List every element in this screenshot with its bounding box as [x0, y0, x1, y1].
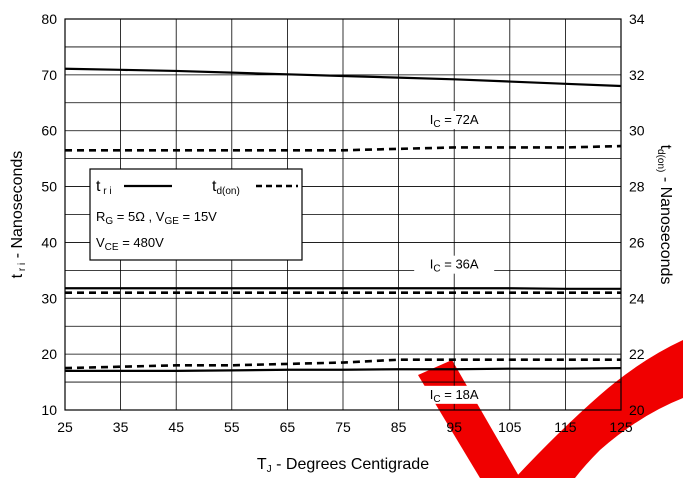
- y2-tick-label: 24: [629, 290, 645, 306]
- series-tri-line: [65, 287, 621, 290]
- x-tick-label: 55: [224, 419, 240, 435]
- legend-box: [89, 168, 303, 261]
- plot-frame: [64, 18, 622, 411]
- y2-tick-label: 32: [629, 67, 645, 83]
- y-tick-label: 30: [41, 290, 57, 306]
- legend: t r i td(on) RG = 5Ω , VGE = 15V VCE = 480V: [89, 168, 303, 261]
- y2-tick-label: 34: [629, 11, 645, 27]
- x-tick-label: 45: [168, 419, 184, 435]
- x-tick-label: 25: [57, 419, 73, 435]
- x-tick-label: 75: [335, 419, 351, 435]
- x-tick-label: 65: [280, 419, 296, 435]
- y2-tick-label: 26: [629, 234, 645, 250]
- y2-tick-label: 30: [629, 123, 645, 139]
- annotation-background: [414, 255, 495, 274]
- current-annotation: IC = 36A: [430, 257, 479, 275]
- y2-tick-label: 20: [629, 402, 645, 418]
- annotation-background: [414, 111, 495, 130]
- series-td-on-line: [64, 358, 621, 370]
- y2-tick-label: 22: [629, 346, 645, 362]
- series-td-on-line: [65, 144, 622, 152]
- x-axis-title: TJ - Degrees Centigrade: [257, 456, 429, 475]
- legend-entry-label: t r i: [96, 178, 112, 197]
- y-tick-label: 20: [41, 346, 57, 362]
- current-annotation: IC = 72A: [430, 112, 479, 130]
- series-layer: [64, 67, 622, 372]
- current-annotation: IC = 18A: [430, 387, 479, 405]
- x-tick-label: 105: [498, 419, 522, 435]
- legend-condition-text: RG = 5Ω , VGE = 15V: [96, 209, 217, 227]
- x-tick-label: 35: [113, 419, 129, 435]
- x-tick-label: 85: [391, 419, 407, 435]
- y-tick-label: 60: [41, 123, 57, 139]
- y-tick-label: 80: [41, 11, 57, 27]
- x-tick-label: 115: [554, 419, 577, 435]
- y-tick-label: 70: [41, 67, 57, 83]
- x-tick-label: 95: [446, 419, 462, 435]
- y-tick-label: 40: [41, 234, 57, 250]
- series-tri-line: [65, 367, 622, 372]
- y2-tick-label: 28: [629, 179, 645, 195]
- axis-titles: TJ - Degrees Centigrade t r i - Nanosecon…: [9, 145, 674, 475]
- tick-labels: 25 35 45 55 65 75 85 95 105 115 125 10 20 30 40 50 60 70 8…: [41, 11, 644, 435]
- y2-axis-title: td(on) - Nanoseconds: [655, 145, 674, 285]
- y-tick-label: 10: [41, 402, 57, 418]
- legend-condition-text: VCE = 480V: [96, 235, 164, 253]
- legend-entry-label: td(on): [212, 178, 240, 197]
- x-tick-label: 125: [609, 419, 633, 435]
- annotation-background: [414, 385, 495, 404]
- y-axis-title: t r i - Nanoseconds: [9, 151, 28, 279]
- annotations: IC = 72A IC = 36A IC = 18A: [414, 111, 495, 405]
- y-tick-label: 50: [41, 179, 57, 195]
- series-tri-line: [64, 67, 622, 88]
